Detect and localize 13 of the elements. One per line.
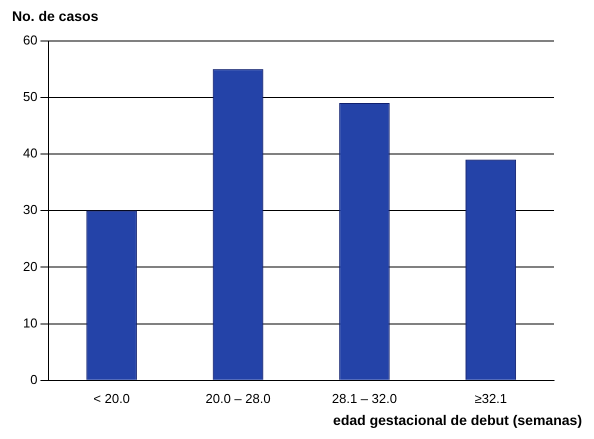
x-tick-label: < 20.0 — [93, 390, 130, 406]
y-tick-label: 20 — [22, 258, 38, 274]
y-tick-label: 50 — [22, 88, 38, 104]
y-tick-label: 40 — [22, 146, 38, 161]
y-tick-label: 0 — [30, 372, 38, 387]
y-tick-label: 60 — [22, 32, 38, 48]
x-axis-title: edad gestacional de debut (semanas) — [333, 412, 582, 428]
x-tick-label: ≥32.1 — [474, 390, 508, 406]
x-tick-label: 20.0 – 28.0 — [206, 390, 271, 406]
y-tick-label: 30 — [22, 202, 38, 218]
x-tick-label: 28.1 – 32.0 — [332, 390, 397, 406]
y-tick-label: 10 — [22, 315, 38, 330]
y-axis-title: No. de casos — [12, 8, 98, 24]
